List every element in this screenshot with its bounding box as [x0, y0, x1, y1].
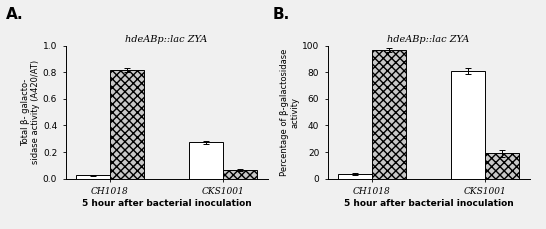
Bar: [189, 142, 223, 179]
Bar: [76, 175, 110, 179]
Bar: [110, 70, 144, 179]
Bar: [485, 153, 519, 179]
Bar: [372, 50, 406, 179]
Title: hdeABp::lac ZYA: hdeABp::lac ZYA: [126, 35, 207, 44]
Text: B.: B.: [273, 7, 290, 22]
Bar: [338, 174, 372, 179]
Title: hdeABp::lac ZYA: hdeABp::lac ZYA: [388, 35, 470, 44]
Y-axis label: Total β- galacto-
sidase activity (A420/AT): Total β- galacto- sidase activity (A420/…: [21, 60, 40, 164]
Y-axis label: Percentage of β-galactosidase
activity: Percentage of β-galactosidase activity: [280, 49, 299, 176]
Text: A.: A.: [5, 7, 23, 22]
Bar: [223, 170, 257, 179]
X-axis label: 5 hour after bacterial inoculation: 5 hour after bacterial inoculation: [82, 199, 251, 208]
X-axis label: 5 hour after bacterial inoculation: 5 hour after bacterial inoculation: [344, 199, 513, 208]
Bar: [452, 71, 485, 179]
